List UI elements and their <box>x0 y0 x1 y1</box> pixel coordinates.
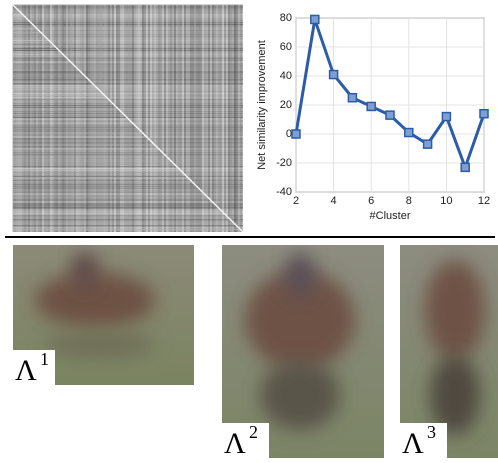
data-point <box>347 93 358 103</box>
x-tick-label: 6 <box>368 195 374 207</box>
label-index: 3 <box>427 422 436 442</box>
label-symbol: Λ <box>402 427 424 460</box>
data-point <box>310 14 320 25</box>
image-2 <box>222 245 384 458</box>
data-point <box>404 127 414 138</box>
panel-label-2: Λ 2 <box>222 422 269 460</box>
data-point <box>385 110 395 120</box>
x-tick-label: 12 <box>478 195 490 207</box>
data-point <box>291 129 301 139</box>
x-axis-label: #Cluster <box>370 210 411 222</box>
data-point <box>328 69 339 80</box>
data-point <box>479 108 489 119</box>
y-tick-label: -20 <box>276 157 292 169</box>
matrix-diagonal <box>12 4 244 233</box>
label-index: 2 <box>249 422 258 442</box>
panel-label-3: Λ 3 <box>400 422 447 460</box>
similarity-matrix <box>12 4 244 233</box>
y-axis-label: Net similarity improvement <box>256 40 268 170</box>
data-point <box>422 139 433 149</box>
x-tick-label: 2 <box>293 195 299 207</box>
label-symbol: Λ <box>15 354 37 387</box>
data-point <box>441 111 452 122</box>
line-chart: #Cluster Net similarity improvement -40 -… <box>256 12 490 222</box>
y-tick-label: -40 <box>276 186 292 198</box>
image-3 <box>400 245 498 458</box>
x-tick-label: 10 <box>440 195 452 207</box>
data-point <box>366 101 376 112</box>
y-tick-label: 40 <box>280 70 292 82</box>
y-tick-label: 60 <box>280 41 292 53</box>
x-tick-label: 4 <box>331 195 337 207</box>
x-tick-label: 8 <box>406 195 412 207</box>
label-index: 1 <box>40 349 49 369</box>
data-point <box>460 162 470 173</box>
label-symbol: Λ <box>224 427 246 460</box>
y-tick-label: 0 <box>286 128 292 140</box>
y-tick-label: 20 <box>280 99 292 111</box>
y-tick-label: 80 <box>280 12 292 24</box>
panel-label-1: Λ 1 <box>13 349 55 387</box>
